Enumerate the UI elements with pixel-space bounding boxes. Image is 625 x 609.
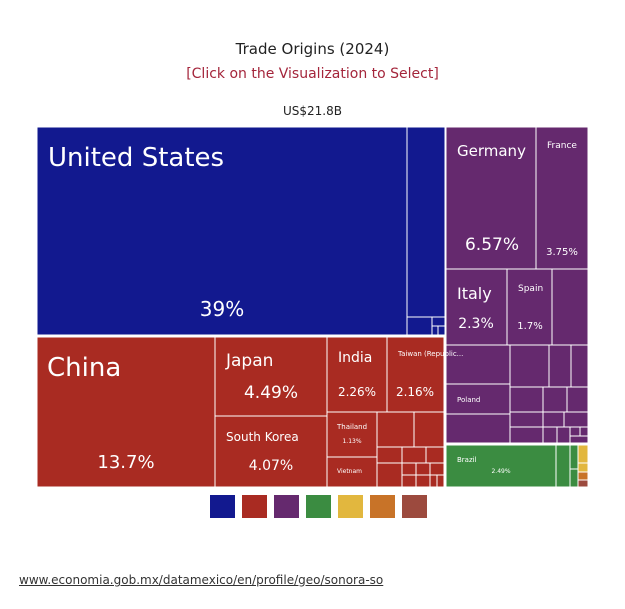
tile-label-spain: Spain: [518, 284, 543, 294]
select-hint[interactable]: [Click on the Visualization to Select]: [186, 66, 439, 82]
legend-swatch-asia[interactable]: [242, 495, 267, 518]
treemap-tile-italy[interactable]: [445, 268, 508, 346]
treemap-tile-minor[interactable]: [577, 479, 589, 488]
legend-swatch-other[interactable]: [402, 495, 427, 518]
treemap-tile-minor[interactable]: [413, 411, 445, 448]
tile-value-thailand: 1.13%: [342, 438, 361, 445]
legend-swatch-africa[interactable]: [338, 495, 363, 518]
tile-value-india: 2.26%: [338, 385, 376, 399]
treemap-tile-minor[interactable]: [569, 444, 579, 470]
treemap-tile-minor[interactable]: [555, 444, 571, 488]
treemap-tile-china[interactable]: [36, 336, 216, 488]
treemap-tile-minor[interactable]: [376, 411, 415, 448]
treemap-tile-minor[interactable]: [401, 474, 417, 488]
tile-label-germany: Germany: [457, 142, 526, 160]
tile-value-taiwan-republic: 2.16%: [396, 385, 434, 399]
treemap-tile-minor[interactable]: [548, 344, 572, 388]
legend-swatch-europe[interactable]: [274, 495, 299, 518]
treemap-tile-minor[interactable]: [579, 426, 589, 437]
treemap-tile-minor[interactable]: [429, 462, 445, 476]
tile-label-japan: Japan: [225, 351, 273, 371]
tile-value-brazil: 2.49%: [491, 468, 510, 475]
tile-value-united-states: 39%: [200, 297, 244, 321]
tile-label-taiwan-republic: Taiwan (Republic...: [397, 350, 463, 358]
treemap-tile-minor[interactable]: [436, 474, 445, 488]
tile-value-south-korea: 4.07%: [249, 458, 293, 474]
tile-label-united-states: United States: [48, 143, 224, 173]
tile-label-vietnam: Vietnam: [337, 468, 362, 475]
tile-label-south-korea: South Korea: [226, 430, 299, 444]
treemap-tile-minor[interactable]: [376, 446, 403, 464]
treemap-tile-minor[interactable]: [569, 435, 589, 444]
treemap-tile-minor[interactable]: [401, 462, 417, 476]
tile-value-germany: 6.57%: [465, 235, 519, 255]
treemap-tile-minor[interactable]: [401, 446, 427, 464]
treemap-tile-minor[interactable]: [569, 468, 579, 488]
tile-value-spain: 1.7%: [517, 321, 542, 332]
chart-title: Trade Origins (2024): [235, 40, 390, 58]
tile-label-poland: Poland: [457, 396, 480, 404]
treemap-tile-minor[interactable]: [509, 411, 544, 428]
treemap-tile-brazil[interactable]: [445, 444, 557, 488]
treemap-tile-minor[interactable]: [406, 316, 433, 336]
treemap-tile-minor[interactable]: [577, 471, 589, 481]
treemap-tile-south-korea[interactable]: [214, 415, 328, 488]
tile-label-italy: Italy: [457, 284, 492, 303]
treemap-tile-minor[interactable]: [563, 411, 589, 428]
source-link[interactable]: www.economia.gob.mx/datamexico/en/profil…: [19, 573, 384, 587]
treemap-tile-taiwan-republic[interactable]: [386, 336, 445, 413]
tile-label-france: France: [547, 141, 577, 151]
treemap-tile-minor[interactable]: [570, 344, 589, 388]
treemap-tile-minor[interactable]: [509, 386, 544, 413]
treemap-tile-spain[interactable]: [506, 268, 553, 346]
treemap-tile-minor[interactable]: [415, 474, 431, 488]
treemap-tile-france[interactable]: [535, 126, 589, 270]
treemap-tile-minor[interactable]: [431, 325, 439, 336]
tile-label-thailand: Thailand: [336, 423, 367, 431]
legend-swatch-south-america[interactable]: [306, 495, 331, 518]
treemap-tile-minor[interactable]: [542, 386, 568, 413]
treemap-tile-minor[interactable]: [542, 411, 565, 428]
treemap-tile-minor[interactable]: [509, 426, 544, 444]
tile-value-china: 13.7%: [97, 452, 154, 473]
treemap-tile-japan[interactable]: [214, 336, 328, 417]
treemap-tile-thailand[interactable]: [326, 411, 378, 458]
treemap-tile-minor[interactable]: [431, 316, 446, 327]
tile-label-brazil: Brazil: [457, 456, 477, 464]
treemap-tile-minor[interactable]: [556, 426, 571, 444]
treemap-tile-minor[interactable]: [406, 126, 446, 318]
tile-value-france: 3.75%: [546, 247, 578, 258]
treemap-tile-minor[interactable]: [509, 344, 550, 388]
treemap-tile-minor[interactable]: [445, 344, 511, 385]
legend-swatch-oceania[interactable]: [370, 495, 395, 518]
treemap-tile-minor[interactable]: [445, 413, 511, 444]
total-value: US$21.8B: [283, 104, 342, 118]
treemap-tile-minor[interactable]: [566, 386, 589, 413]
treemap-tile-vietnam[interactable]: [326, 456, 378, 488]
treemap-tile-minor[interactable]: [577, 444, 589, 464]
treemap-tile-minor[interactable]: [425, 446, 445, 464]
tile-value-japan: 4.49%: [244, 383, 298, 403]
treemap-tile-minor[interactable]: [376, 462, 403, 488]
color-legend: [210, 495, 427, 518]
treemap-tile-minor[interactable]: [577, 462, 589, 473]
treemap-tile-poland[interactable]: [445, 383, 511, 415]
treemap-tile-minor[interactable]: [542, 426, 558, 444]
treemap-tile-minor[interactable]: [437, 325, 446, 336]
treemap-tile-germany[interactable]: [445, 126, 537, 270]
treemap-tile-india[interactable]: [326, 336, 388, 413]
treemap-tile-minor[interactable]: [551, 268, 589, 346]
treemap-tile-minor[interactable]: [415, 462, 431, 476]
treemap-tile-united-states[interactable]: [36, 126, 408, 336]
tile-label-india: India: [338, 350, 372, 366]
tile-value-italy: 2.3%: [458, 316, 494, 332]
treemap-tile-minor[interactable]: [429, 474, 438, 488]
treemap-tile-minor[interactable]: [569, 426, 581, 437]
legend-swatch-north-america[interactable]: [210, 495, 235, 518]
tile-label-china: China: [47, 353, 121, 383]
